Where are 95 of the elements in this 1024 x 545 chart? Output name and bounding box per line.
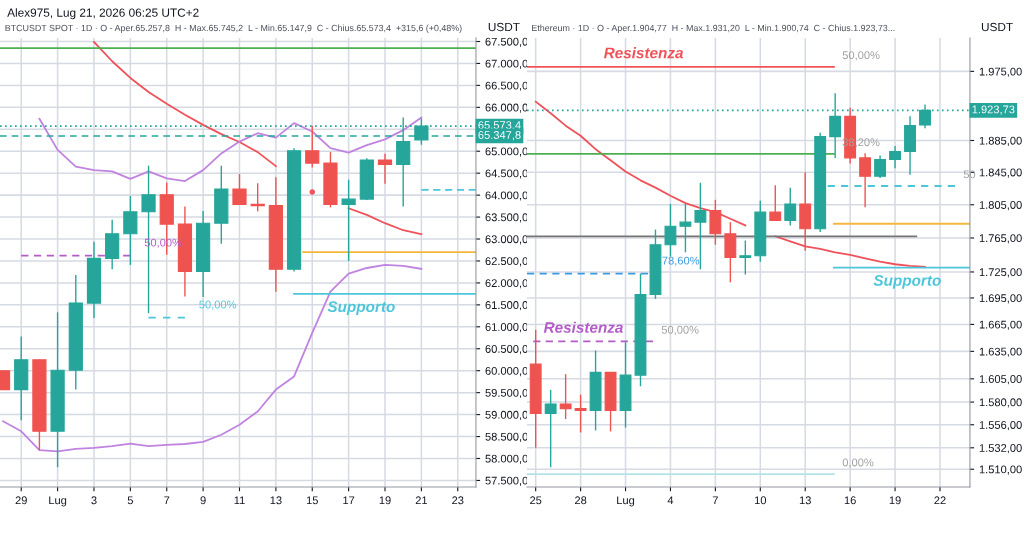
y-tick-label: 67.500,0 — [485, 37, 528, 47]
candlestick — [889, 145, 902, 169]
y-axis-title: USDT — [981, 22, 1013, 32]
x-tick-label: 22 — [934, 496, 946, 505]
x-tick-label: 4 — [667, 496, 674, 505]
chart-title: Ethereum · 1D · O - Aper.1.904,77 H - Max.1.931,20 L - Min.1.900,74 C - Chius.1.923,73... — [532, 24, 895, 33]
x-tick-label: 5 — [127, 496, 133, 505]
y-tick-label: 63.000,0 — [485, 235, 528, 245]
candlestick — [305, 125, 320, 169]
y-tick-label: 59.000,0 — [485, 410, 528, 421]
y-tick-label: 1.805,00 — [979, 201, 1022, 211]
annotation: 50,00% — [661, 325, 699, 335]
y-tick-label: 1.510,00 — [979, 465, 1022, 475]
x-tick-label: 7 — [164, 496, 170, 505]
y-tick-label: 1.605,00 — [979, 375, 1022, 385]
y-tick-label: 57.500,0 — [485, 476, 528, 486]
text: Alex975, Lug 21, 2026 06:25 UTC+2 — [7, 8, 199, 20]
annotation: 0,00% — [842, 458, 874, 468]
line-series — [38, 116, 423, 182]
candlestick — [341, 179, 356, 262]
x-tick-label: 21 — [415, 496, 428, 505]
series-label: Supporto — [327, 301, 395, 316]
y-tick-label: 64.500,0 — [485, 169, 528, 179]
candlestick — [250, 182, 265, 213]
candlestick — [679, 203, 692, 254]
y-tick-label: 1.885,00 — [979, 136, 1022, 146]
x-tick-label: 16 — [844, 496, 856, 505]
candlestick — [544, 389, 557, 468]
candlestick — [724, 221, 737, 283]
x-tick-label: 13 — [270, 496, 282, 505]
x-tick-label: 10 — [754, 496, 767, 505]
x-tick-label: 3 — [91, 496, 97, 505]
y-tick-label: 1.695,00 — [979, 294, 1022, 304]
ref-line-label: 65.347,8 — [478, 131, 521, 141]
y-tick-label: 67.000,0 — [485, 59, 528, 69]
line-series — [2, 264, 423, 453]
series-label: Resistenza — [543, 321, 623, 333]
x-tick-label: 11 — [234, 496, 245, 505]
y-tick-label: 64.000,0 — [485, 191, 528, 201]
candlestick — [664, 203, 677, 258]
x-tick-label: 9 — [200, 496, 206, 505]
y-tick-label: 66.000,0 — [485, 103, 528, 113]
y-tick-label: 1.532,00 — [979, 444, 1022, 454]
y-tick-label: 65.000,0 — [485, 147, 528, 157]
candlestick — [739, 239, 752, 276]
y-tick-label: 1.975,00 — [979, 67, 1022, 77]
candlestick — [123, 195, 138, 266]
candlestick — [859, 152, 872, 208]
series-label: Resistenza — [603, 47, 684, 59]
y-tick-label: 61.000,0 — [485, 323, 528, 333]
annotation: 50,00% — [842, 51, 880, 61]
candlestick — [559, 373, 572, 420]
chart-title: BTCUSDT SPOT · 1D · O - Aper.65.257,8 H - Max.65.745,2 L - Min.65.147,9 C - Chius.65.573,4 +315,6 (+0,48%) — [5, 24, 462, 33]
x-tick-label: 19 — [379, 496, 391, 505]
x-tick-label: 23 — [452, 496, 464, 505]
candlestick — [709, 199, 722, 246]
x-tick-label: 28 — [574, 496, 587, 505]
y-tick-label: 66.500,0 — [485, 81, 528, 91]
x-tick-label: 25 — [530, 496, 542, 505]
y-tick-label: 60.500,0 — [485, 345, 528, 355]
x-tick-label: Lug — [49, 496, 67, 507]
y-tick-label: 1.665,00 — [979, 320, 1022, 330]
y-tick-label: 1.556,00 — [979, 421, 1022, 431]
y-tick-label: 1.580,00 — [979, 398, 1022, 408]
candlestick — [769, 184, 782, 222]
candlestick — [377, 153, 393, 185]
x-tick-label: 13 — [799, 496, 811, 505]
candlestick — [874, 154, 887, 179]
y-tick-label: 62.000,0 — [485, 279, 528, 289]
y-tick-label: 61.500,0 — [485, 301, 528, 311]
series-label: Supporto — [873, 275, 941, 289]
x-tick-label: 15 — [306, 496, 318, 505]
y-tick-label: 60.000,0 — [485, 366, 528, 377]
ref-line-label: 1.923,73 — [972, 105, 1015, 115]
x-tick-label: Lug — [617, 496, 635, 507]
y-tick-label: 1.845,00 — [979, 168, 1022, 178]
y-tick-label: 1.635,00 — [979, 347, 1022, 357]
x-tick-label: 19 — [889, 496, 901, 505]
y-tick-label: 59.500,0 — [485, 388, 528, 399]
x-tick-label: 17 — [343, 496, 355, 505]
y-tick-label: 1.725,00 — [979, 268, 1022, 278]
y-axis-title: USDT — [488, 22, 520, 32]
x-tick-label: 7 — [712, 496, 718, 505]
candlestick — [232, 173, 247, 206]
y-tick-label: 58.500,0 — [485, 432, 528, 442]
candlestick — [784, 186, 797, 227]
series-label: 78,60% — [662, 256, 700, 266]
series-label: 50,00% — [199, 300, 237, 310]
y-tick-label: 58.000,0 — [485, 454, 528, 464]
x-tick-label: 29 — [15, 496, 27, 505]
candlestick — [574, 393, 587, 434]
ref-line-label: 65.573,4 — [478, 121, 521, 131]
y-tick-label: 1.765,00 — [979, 234, 1022, 244]
y-tick-label: 63.500,0 — [485, 213, 528, 223]
y-tick-label: 62.500,0 — [485, 257, 528, 267]
